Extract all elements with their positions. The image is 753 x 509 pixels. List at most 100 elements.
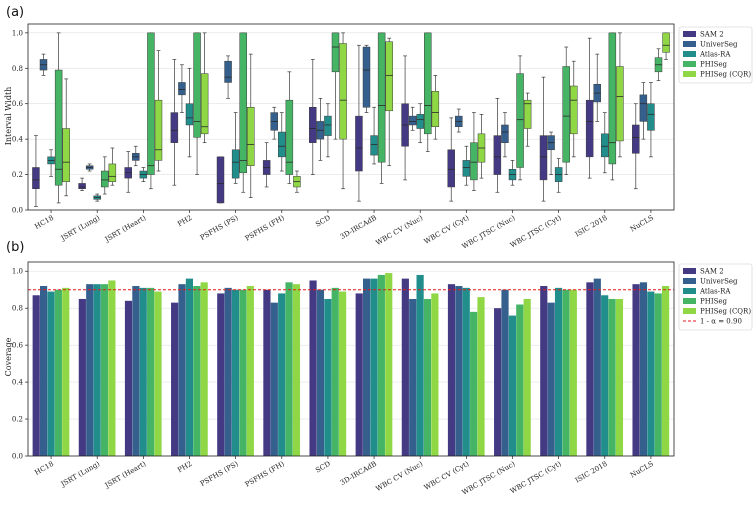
bar-isic-2018-atlas-ra <box>601 295 609 456</box>
x-tick-label-wbc-cv-nuc: WBC CV (Nuc) <box>375 214 425 247</box>
x-tick-label-ph2: PH2 <box>176 460 193 475</box>
box-wbc-cv-nuc-atlas-ra <box>416 103 424 144</box>
box-wbc-cv-nuc-phiseg <box>424 32 432 152</box>
x-tick-label-hc18: HC18 <box>33 460 55 477</box>
x-tick-label-wbc-jtsc-cyt: WBC JTSC (Cyt) <box>509 214 563 250</box>
y-tick-label-0: 0.0 <box>12 207 23 215</box>
box-hc18-phiseg <box>54 32 63 204</box>
bar-3d-ircadb-phiseg <box>377 274 385 456</box>
box-ph2-universeg-iqr <box>178 82 186 96</box>
box-3d-ircadb-universeg-iqr <box>362 46 371 108</box>
box-3d-ircadb-atlas-ra <box>370 106 378 165</box>
bar-3d-ircadb-universeg <box>362 278 371 456</box>
box-jsrt-lung-atlas-ra <box>93 193 101 202</box>
y-tick-label-4: 0.8 <box>12 65 23 73</box>
box-3d-ircadb-sam-2 <box>355 44 363 202</box>
bar-hc18-universeg <box>39 286 48 456</box>
bar-wbc-jtsc-cyt-phiseg-cqr <box>569 289 577 456</box>
bar-wbc-jtsc-cyt-sam-2 <box>540 286 548 456</box>
box-wbc-cv-nuc-sam-2 <box>401 55 409 181</box>
panel-b-label: (b) <box>6 240 24 255</box>
bar-wbc-cv-nuc-universeg <box>409 298 417 456</box>
x-tick-label-hc18: HC18 <box>33 214 55 231</box>
box-jsrt-heart-sam-2 <box>124 151 132 193</box>
box-psfhs-fh-atlas-ra <box>278 112 286 172</box>
bar-jsrt-lung-universeg <box>86 284 94 456</box>
box-wbc-jtsc-nuc-phiseg-cqr <box>523 92 532 147</box>
x-tick-label-wbc-jtsc-cyt: WBC JTSC (Cyt) <box>509 460 563 496</box>
y-tick-label-0: 0.0 <box>12 453 23 461</box>
y-tick-label-4: 0.8 <box>12 305 23 313</box>
box-wbc-jtsc-cyt-phiseg-iqr <box>562 66 570 163</box>
panel-b-coverage: (b) Coverage 0.00.20.40.60.81.0 HC18 JSRT… <box>4 240 753 497</box>
box-nucls-phiseg-cqr <box>662 32 670 60</box>
bar-wbc-jtsc-cyt-universeg <box>547 302 555 456</box>
legend-label-atlas-ra: Atlas-RA <box>699 51 731 59</box>
box-wbc-jtsc-nuc-phiseg <box>516 55 524 181</box>
box-hc18-phiseg-iqr <box>54 69 63 186</box>
legend-frame <box>678 263 753 331</box>
box-wbc-jtsc-nuc-sam-2 <box>493 98 502 193</box>
box-scd-sam-2-iqr <box>309 107 317 143</box>
box-ph2-phiseg-cqr-iqr <box>200 73 209 135</box>
legend-swatch-phiseg-cqr <box>683 308 696 314</box>
box-nucls-phiseg <box>654 48 663 82</box>
bar-psfhs-fh-phiseg <box>285 282 293 456</box>
x-tick-label-psfhs-ps: PSFHS (PS) <box>199 460 240 488</box>
panel-b-legend: SAM 2 UniverSeg Atlas-RA PHISeg PHISeg (CQR)… <box>678 263 753 331</box>
box-wbc-cv-nuc-phiseg-cqr-iqr <box>431 91 440 127</box>
bar-isic-2018-sam-2 <box>586 282 594 456</box>
box-wbc-cv-cyt-atlas-ra-iqr <box>462 160 471 177</box>
box-wbc-jtsc-cyt-phiseg-cqr-iqr <box>570 85 578 135</box>
bar-wbc-jtsc-nuc-sam-2 <box>494 308 502 456</box>
box-ph2-atlas-ra-iqr <box>185 103 194 126</box>
bar-psfhs-ps-sam-2 <box>217 293 225 456</box>
bar-ph2-universeg <box>178 284 186 456</box>
legend-label-sam-2: SAM 2 <box>700 268 724 276</box>
bar-isic-2018-universeg <box>593 278 601 456</box>
box-3d-ircadb-phiseg <box>377 32 386 184</box>
box-3d-ircadb-atlas-ra-iqr <box>370 135 378 156</box>
box-3d-ircadb-phiseg-iqr <box>377 32 386 163</box>
y-tick-label-5: 1.0 <box>12 29 23 37</box>
bar-wbc-cv-nuc-sam-2 <box>401 278 409 456</box>
bar-psfhs-fh-phiseg-cqr <box>292 284 301 456</box>
box-psfhs-fh-sam-2 <box>262 142 271 188</box>
bar-scd-phiseg <box>331 287 339 456</box>
bar-scd-sam-2 <box>309 280 317 456</box>
box-psfhs-fh-phiseg-cqr <box>293 170 301 193</box>
box-nucls-atlas-ra <box>647 82 655 158</box>
bar-scd-atlas-ra <box>324 298 332 456</box>
box-jsrt-heart-phiseg-iqr <box>147 32 155 175</box>
box-jsrt-lung-sam-2-iqr <box>78 183 86 189</box>
y-tick-label-1: 0.2 <box>12 171 23 179</box>
bar-jsrt-heart-atlas-ra <box>139 287 147 456</box>
x-tick-label-psfhs-fh: PSFHS (FH) <box>244 214 286 243</box>
bar-wbc-cv-nuc-phiseg <box>423 298 432 456</box>
bar-psfhs-ps-phiseg-cqr <box>246 286 254 456</box>
box-hc18-phiseg-cqr <box>62 78 70 197</box>
y-tick-label-2: 0.4 <box>12 379 24 387</box>
y-tick-label-3: 0.6 <box>12 342 24 350</box>
box-jsrt-heart-phiseg <box>147 32 155 190</box>
bar-wbc-jtsc-cyt-atlas-ra <box>554 287 563 456</box>
panel-b-axes-frame <box>27 261 675 457</box>
bar-nucls-universeg <box>639 282 648 456</box>
bar-hc18-atlas-ra <box>47 291 55 456</box>
bar-jsrt-lung-sam-2 <box>78 298 86 456</box>
legend-swatch-sam-2 <box>683 268 696 274</box>
x-tick-label-3d-ircadb: 3D-IRCAdB <box>339 214 378 241</box>
x-tick-label-jsrt-heart: JSRT (Heart) <box>103 214 148 244</box>
x-tick-label-jsrt-heart: JSRT (Heart) <box>103 460 148 490</box>
box-3d-ircadb-phiseg-cqr <box>385 37 393 167</box>
box-psfhs-ps-phiseg <box>239 32 247 193</box>
bar-psfhs-ps-universeg <box>224 287 232 456</box>
box-wbc-jtsc-cyt-phiseg <box>562 46 570 175</box>
legend-swatch-phiseg-cqr <box>683 71 696 77</box>
panel-b-y-ticks: 0.0 0.2 0.4 0.6 0.8 1.0 <box>12 268 28 461</box>
y-tick-label-1: 0.2 <box>12 416 23 424</box>
box-scd-atlas-ra <box>324 103 332 158</box>
box-nucls-universeg <box>639 82 648 140</box>
box-ph2-sam-2-iqr <box>170 112 179 143</box>
legend-swatch-sam-2 <box>683 31 696 37</box>
